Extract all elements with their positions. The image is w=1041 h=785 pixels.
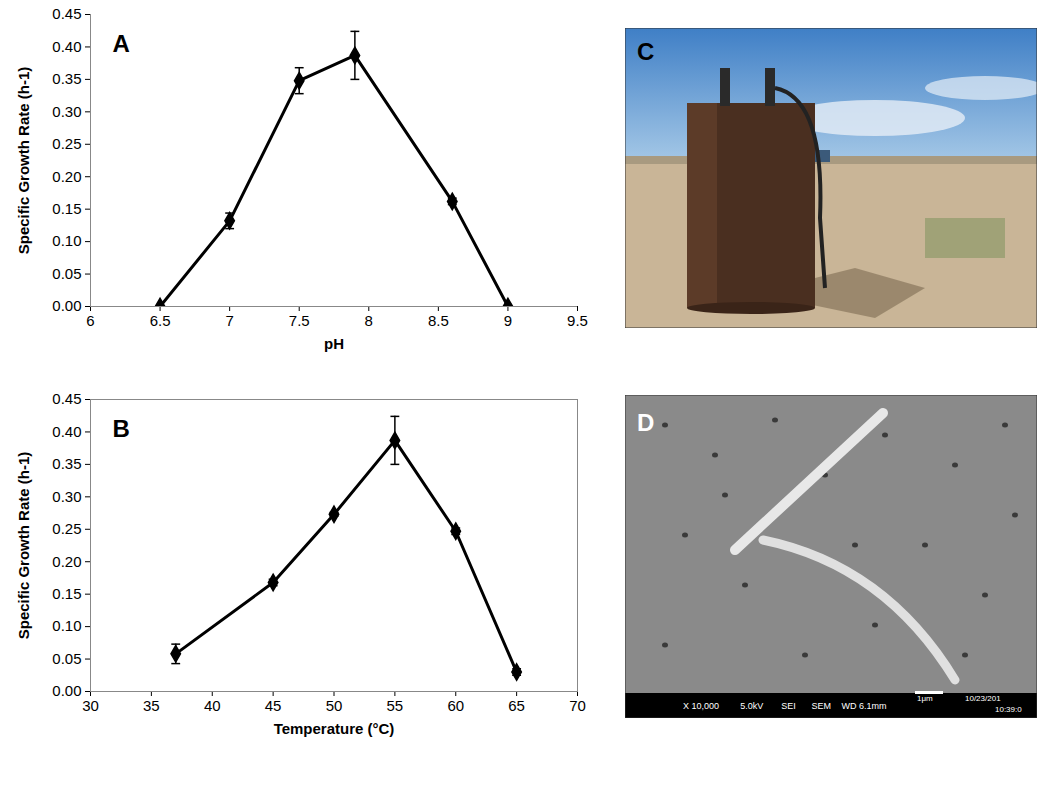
svg-text:40: 40 [204,697,221,714]
svg-text:65: 65 [508,697,525,714]
svg-text:8.5: 8.5 [428,312,449,329]
svg-text:0.30: 0.30 [52,488,81,505]
svg-text:10/23/201: 10/23/201 [965,694,1001,703]
svg-text:35: 35 [143,697,160,714]
svg-text:0.30: 0.30 [52,103,81,120]
svg-text:6: 6 [86,312,94,329]
svg-text:0.05: 0.05 [52,650,81,667]
svg-text:A: A [113,30,130,57]
svg-text:Specific Growth Rate (h-1): Specific Growth Rate (h-1) [15,67,32,255]
svg-text:0.45: 0.45 [52,5,81,22]
svg-text:60: 60 [447,697,464,714]
svg-text:0.15: 0.15 [52,200,81,217]
svg-text:C: C [637,38,654,65]
svg-text:0.25: 0.25 [52,520,81,537]
svg-text:SEI: SEI [781,701,796,711]
svg-text:55: 55 [387,697,404,714]
svg-text:5.0kV: 5.0kV [740,701,763,711]
svg-text:D: D [637,409,654,436]
svg-text:7.5: 7.5 [289,312,310,329]
svg-text:45: 45 [265,697,282,714]
svg-text:0.25: 0.25 [52,135,81,152]
svg-text:0.20: 0.20 [52,168,81,185]
svg-text:0.00: 0.00 [52,297,81,314]
svg-text:30: 30 [82,697,99,714]
svg-text:0.15: 0.15 [52,585,81,602]
svg-text:0.10: 0.10 [52,617,81,634]
svg-text:0.20: 0.20 [52,553,81,570]
svg-text:0.35: 0.35 [52,455,81,472]
svg-text:70: 70 [569,697,586,714]
svg-text:0.45: 0.45 [52,390,81,407]
svg-text:0.05: 0.05 [52,265,81,282]
svg-text:9.5: 9.5 [567,312,588,329]
svg-text:10:39:0: 10:39:0 [995,705,1022,714]
svg-text:7: 7 [225,312,233,329]
svg-text:0.35: 0.35 [52,70,81,87]
svg-text:9: 9 [504,312,512,329]
svg-text:SEM: SEM [811,701,831,711]
svg-text:X 10,000: X 10,000 [683,701,719,711]
svg-text:Temperature (°C): Temperature (°C) [274,720,395,737]
svg-text:0.40: 0.40 [52,38,81,55]
svg-text:0.00: 0.00 [52,682,81,699]
svg-text:WD 6.1mm: WD 6.1mm [842,701,887,711]
svg-text:1μm: 1μm [917,694,933,703]
svg-text:B: B [113,415,130,442]
svg-text:6.5: 6.5 [150,312,171,329]
svg-text:8: 8 [365,312,373,329]
svg-text:0.40: 0.40 [52,423,81,440]
svg-text:50: 50 [326,697,343,714]
svg-text:Specific Growth Rate (h-1): Specific Growth Rate (h-1) [15,452,32,640]
svg-text:pH: pH [324,335,344,352]
svg-text:0.10: 0.10 [52,232,81,249]
